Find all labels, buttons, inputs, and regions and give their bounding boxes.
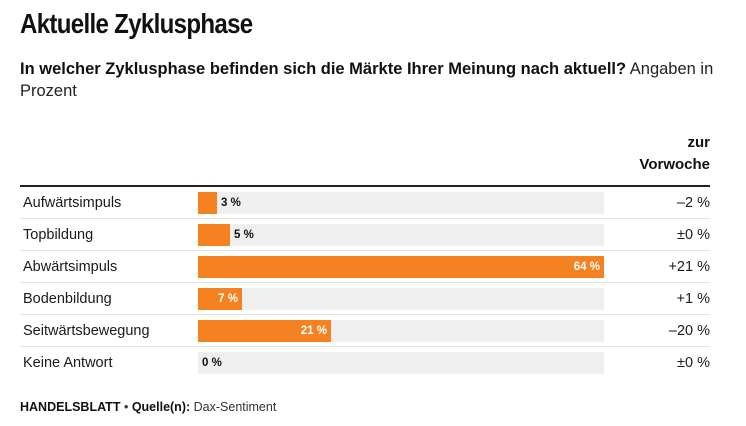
- subtitle-question: In welcher Zyklusphase befinden sich die…: [20, 60, 627, 78]
- footer-separator: •: [123, 400, 129, 414]
- chart-row: Seitwärtsbewegung 21 % –20 %: [20, 315, 710, 347]
- category-label: Abwärtsimpuls: [23, 259, 118, 275]
- bar-track: 5 %: [198, 224, 604, 246]
- category-label: Bodenbildung: [23, 291, 112, 307]
- footer-source: Dax-Sentiment: [193, 400, 277, 414]
- change-value: –2 %: [676, 195, 710, 211]
- category-label: Seitwärtsbewegung: [23, 323, 150, 339]
- category-label: Keine Antwort: [23, 355, 113, 371]
- change-value: +21 %: [668, 259, 710, 275]
- bar-value-label: 0 %: [202, 357, 222, 369]
- bar: [198, 192, 217, 214]
- change-column-header: zur Vorwoche: [639, 132, 710, 176]
- bar-track: 21 %: [198, 320, 604, 342]
- bar: [198, 288, 242, 310]
- chart-title: Aktuelle Zyklusphase: [20, 8, 253, 39]
- bar-value-label: 3 %: [221, 197, 241, 209]
- change-value: +1 %: [676, 291, 710, 307]
- bar: [198, 320, 331, 342]
- change-value: –20 %: [668, 323, 710, 339]
- chart-row: Aufwärtsimpuls 3 % –2 %: [20, 187, 710, 219]
- subtitle-note: Angaben in Prozent: [20, 60, 714, 100]
- category-label: Topbildung: [23, 227, 94, 243]
- bar-value-label: 5 %: [234, 229, 254, 241]
- footer-source-label: Quelle(n):: [131, 400, 191, 414]
- chart-footer: HANDELSBLATT • Quelle(n): Dax-Sentiment: [20, 400, 276, 414]
- footer-brand: HANDELSBLATT: [20, 400, 121, 414]
- chart-subtitle: In welcher Zyklusphase befinden sich die…: [20, 58, 720, 102]
- bar-track: 64 %: [198, 256, 604, 278]
- header-divider: [20, 185, 710, 187]
- change-column-header-line1: zur: [687, 134, 711, 151]
- change-column-header-line2: Vorwoche: [639, 156, 710, 173]
- bar-track: 7 %: [198, 288, 604, 310]
- change-value: ±0 %: [677, 355, 710, 371]
- bar-value-label: 21 %: [300, 325, 327, 337]
- change-value: ±0 %: [677, 227, 710, 243]
- bar-value-label: 7 %: [218, 293, 238, 305]
- chart-row: Abwärtsimpuls 64 % +21 %: [20, 251, 710, 283]
- bar: [198, 256, 604, 278]
- category-label: Aufwärtsimpuls: [23, 195, 122, 211]
- bar-value-label: 64 %: [573, 261, 600, 273]
- chart-row: Keine Antwort 0 % ±0 %: [20, 347, 710, 379]
- chart-row: Bodenbildung 7 % +1 %: [20, 283, 710, 315]
- bar: [198, 224, 230, 246]
- chart-row: Topbildung 5 % ±0 %: [20, 219, 710, 251]
- bar-track: 3 %: [198, 192, 604, 214]
- bar-track: 0 %: [198, 352, 604, 374]
